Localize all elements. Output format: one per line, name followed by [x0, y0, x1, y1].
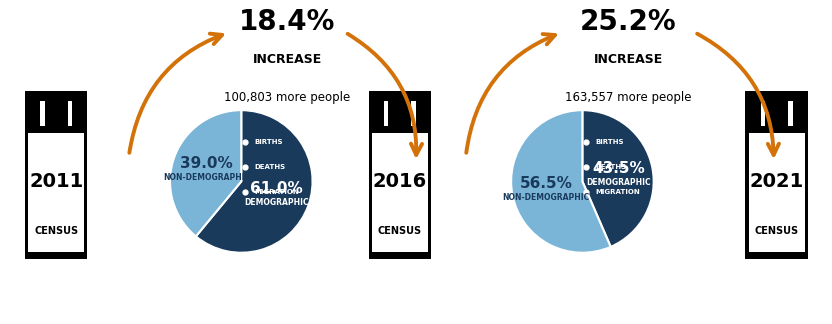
Wedge shape: [170, 110, 241, 237]
Bar: [384, 100, 389, 126]
Text: NON-DEMOGRAPHIC: NON-DEMOGRAPHIC: [163, 173, 250, 182]
Text: 2021: 2021: [750, 172, 804, 191]
Text: BIRTHS: BIRTHS: [595, 139, 624, 145]
Text: BIRTHS: BIRTHS: [254, 139, 283, 145]
Text: MIGRATION: MIGRATION: [254, 189, 299, 195]
Text: DEMOGRAPHIC: DEMOGRAPHIC: [587, 178, 651, 187]
Text: 2011: 2011: [29, 172, 83, 191]
Wedge shape: [511, 110, 611, 253]
Bar: [38, 95, 47, 130]
Text: 18.4%: 18.4%: [239, 8, 335, 36]
Text: MIGRATION: MIGRATION: [595, 189, 640, 195]
Text: DEMOGRAPHIC: DEMOGRAPHIC: [244, 198, 309, 207]
Text: CENSUS: CENSUS: [755, 226, 799, 236]
Bar: [382, 95, 390, 130]
Text: NON-DEMOGRAPHIC: NON-DEMOGRAPHIC: [503, 193, 590, 202]
Bar: [409, 95, 418, 130]
Text: 100,803 more people: 100,803 more people: [224, 91, 350, 104]
Bar: [760, 100, 765, 126]
FancyBboxPatch shape: [367, 87, 433, 263]
Bar: [28, 133, 84, 252]
FancyBboxPatch shape: [744, 87, 810, 263]
Bar: [749, 133, 805, 252]
Text: 43.5%: 43.5%: [592, 161, 645, 176]
Bar: [67, 100, 72, 126]
Wedge shape: [582, 110, 654, 247]
Wedge shape: [196, 110, 313, 253]
Text: INCREASE: INCREASE: [252, 53, 322, 66]
Text: INCREASE: INCREASE: [593, 53, 663, 66]
Text: 56.5%: 56.5%: [520, 176, 572, 191]
Bar: [66, 95, 74, 130]
Bar: [786, 95, 795, 130]
Text: 39.0%: 39.0%: [180, 156, 233, 171]
Bar: [40, 100, 45, 126]
Text: CENSUS: CENSUS: [378, 226, 422, 236]
Text: CENSUS: CENSUS: [34, 226, 78, 236]
Bar: [411, 100, 416, 126]
Bar: [759, 95, 767, 130]
Text: DEATHS: DEATHS: [254, 164, 285, 170]
FancyBboxPatch shape: [23, 87, 89, 263]
Bar: [788, 100, 793, 126]
Text: 61.0%: 61.0%: [250, 181, 303, 196]
Text: 163,557 more people: 163,557 more people: [565, 91, 691, 104]
Text: DEATHS: DEATHS: [595, 164, 626, 170]
Text: 2016: 2016: [373, 172, 427, 191]
Bar: [372, 133, 428, 252]
Text: 25.2%: 25.2%: [580, 8, 676, 36]
